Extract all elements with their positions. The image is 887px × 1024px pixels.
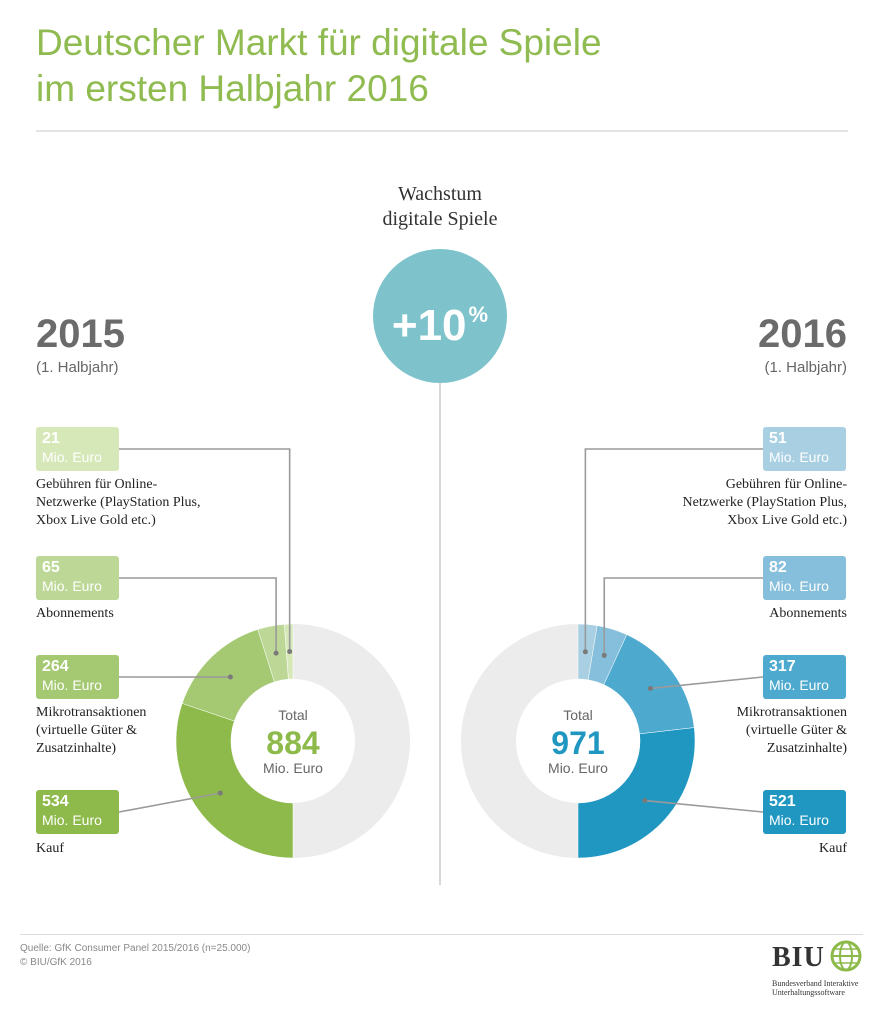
logo-sub-line: Bundesverband Interaktive: [772, 979, 859, 988]
total-unit-2016: Mio. Euro: [548, 760, 608, 776]
slice-2015-purchase: [175, 703, 294, 859]
badge-unit: Mio. Euro: [42, 812, 102, 828]
growth-unit: %: [468, 302, 489, 327]
connector-2016-online-networks: [584, 448, 763, 652]
connector-2015-online-networks: [119, 448, 291, 652]
badge-unit: Mio. Euro: [769, 449, 829, 465]
period-2016: (1. Halbjahr): [764, 359, 847, 376]
total-value-2015: 884: [266, 725, 320, 761]
slice-2016-purchase: [577, 727, 696, 859]
biu-logo: BIU: [772, 942, 825, 973]
badge-unit: Mio. Euro: [42, 677, 102, 693]
total-label-2015: Total: [278, 707, 308, 723]
badge-unit: Mio. Euro: [42, 578, 102, 594]
connector-dot-2016-purchase: [642, 798, 648, 804]
connector-2016-subscriptions: [603, 577, 763, 656]
connector-dot-2016-online-networks: [582, 649, 588, 655]
center-divider: [439, 383, 441, 885]
category-label-2015-purchase: Kauf: [36, 841, 64, 856]
connector-dot-2015-microtransactions: [227, 674, 233, 680]
connector-dot-2016-microtransactions: [647, 685, 653, 691]
badge-2015-subscriptions: 65 Mio. Euro: [36, 556, 119, 600]
badge-value: 264: [42, 658, 69, 675]
cat-line: Zusatzinhalte): [766, 741, 847, 756]
growth-circle: +10%: [373, 249, 507, 383]
badge-2015-purchase: 534 Mio. Euro: [36, 790, 119, 834]
source-line-1: Quelle: GfK Consumer Panel 2015/2016 (n=…: [20, 943, 251, 954]
cat-line: Mikrotransaktionen: [736, 705, 847, 720]
badge-2016-subscriptions: 82 Mio. Euro: [763, 556, 846, 600]
category-label-2016-subscriptions: Abonnements: [769, 606, 847, 621]
badge-value: 51: [769, 430, 787, 447]
connector-2016-microtransactions: [650, 676, 764, 690]
total-label-2016: Total: [563, 707, 593, 723]
connector-2015-purchase: [118, 792, 221, 813]
cat-line: (virtuelle Güter &: [745, 723, 847, 738]
category-label-2015-subscriptions: Abonnements: [36, 606, 114, 621]
footer-divider: [20, 934, 863, 935]
source-note: Quelle: GfK Consumer Panel 2015/2016 (n=…: [20, 942, 250, 970]
title-line-2: im ersten Halbjahr 2016: [36, 68, 429, 109]
category-label-2016-microtransactions: Mikrotransaktionen (virtuelle Güter & Zu…: [620, 704, 847, 758]
title-divider: [36, 130, 848, 132]
badge-2016-microtransactions: 317 Mio. Euro: [763, 655, 846, 699]
badge-value: 521: [769, 793, 796, 810]
cat-line: Netzwerke (PlayStation Plus,: [36, 495, 201, 510]
growth-label-line-2: digitale Spiele: [382, 208, 498, 230]
growth-label: Wachstum digitale Spiele: [340, 182, 540, 232]
period-2015: (1. Halbjahr): [36, 359, 119, 376]
globe-icon: [830, 940, 862, 972]
category-label-2015-microtransactions: Mikrotransaktionen (virtuelle Güter & Zu…: [36, 704, 146, 758]
connector-dot-2015-purchase: [217, 790, 223, 796]
badge-2016-purchase: 521 Mio. Euro: [763, 790, 846, 834]
donut-background-2015: [293, 624, 410, 858]
badge-value: 65: [42, 559, 60, 576]
cat-line: Netzwerke (PlayStation Plus,: [682, 495, 847, 510]
source-line-2: © BIU/GfK 2016: [20, 957, 92, 968]
badge-unit: Mio. Euro: [42, 449, 102, 465]
badge-unit: Mio. Euro: [769, 677, 829, 693]
badge-2016-online-networks: 51 Mio. Euro: [763, 427, 846, 471]
donut-background-2016: [461, 624, 578, 858]
category-label-2016-online-networks: Gebühren für Online- Netzwerke (PlayStat…: [620, 476, 847, 530]
connector-dot-2016-subscriptions: [601, 652, 607, 658]
badge-unit: Mio. Euro: [769, 578, 829, 594]
slice-2015-microtransactions: [181, 629, 275, 722]
cat-line: (virtuelle Güter &: [36, 723, 138, 738]
connector-2015-subscriptions: [119, 577, 277, 654]
year-2015: 2015: [36, 312, 125, 356]
badge-2015-microtransactions: 264 Mio. Euro: [36, 655, 119, 699]
growth-label-line-1: Wachstum: [398, 183, 482, 205]
slice-2015-subscriptions: [257, 624, 289, 683]
category-label-2016-purchase: Kauf: [819, 841, 847, 856]
badge-value: 82: [769, 559, 787, 576]
cat-line: Mikrotransaktionen: [36, 705, 147, 720]
logo-sub-line: Unterhaltungssoftware: [772, 988, 845, 997]
connector-dot-2015-online-networks: [287, 649, 293, 655]
page-title: Deutscher Markt für digitale Spiele im e…: [36, 20, 856, 112]
cat-line: Xbox Live Gold etc.): [727, 513, 847, 528]
badge-2015-online-networks: 21 Mio. Euro: [36, 427, 119, 471]
title-line-1: Deutscher Markt für digitale Spiele: [36, 22, 602, 63]
year-2016: 2016: [758, 312, 847, 356]
total-value-2016: 971: [551, 725, 604, 761]
cat-line: Gebühren für Online-: [725, 477, 847, 492]
growth-number: +10: [391, 301, 467, 350]
cat-line: Xbox Live Gold etc.): [36, 513, 156, 528]
connector-2016-purchase: [644, 799, 764, 813]
badge-value: 534: [42, 793, 69, 810]
cat-line: Zusatzinhalte): [36, 741, 117, 756]
badge-unit: Mio. Euro: [769, 812, 829, 828]
biu-logo-subtitle: Bundesverband Interaktive Unterhaltungss…: [772, 979, 862, 997]
connector-dot-2015-subscriptions: [273, 650, 279, 656]
badge-value: 317: [769, 658, 796, 675]
growth-value: +10%: [373, 289, 507, 352]
total-unit-2015: Mio. Euro: [263, 760, 323, 776]
badge-value: 21: [42, 430, 60, 447]
cat-line: Gebühren für Online-: [36, 477, 158, 492]
category-label-2015-online-networks: Gebühren für Online- Netzwerke (PlayStat…: [36, 476, 200, 530]
